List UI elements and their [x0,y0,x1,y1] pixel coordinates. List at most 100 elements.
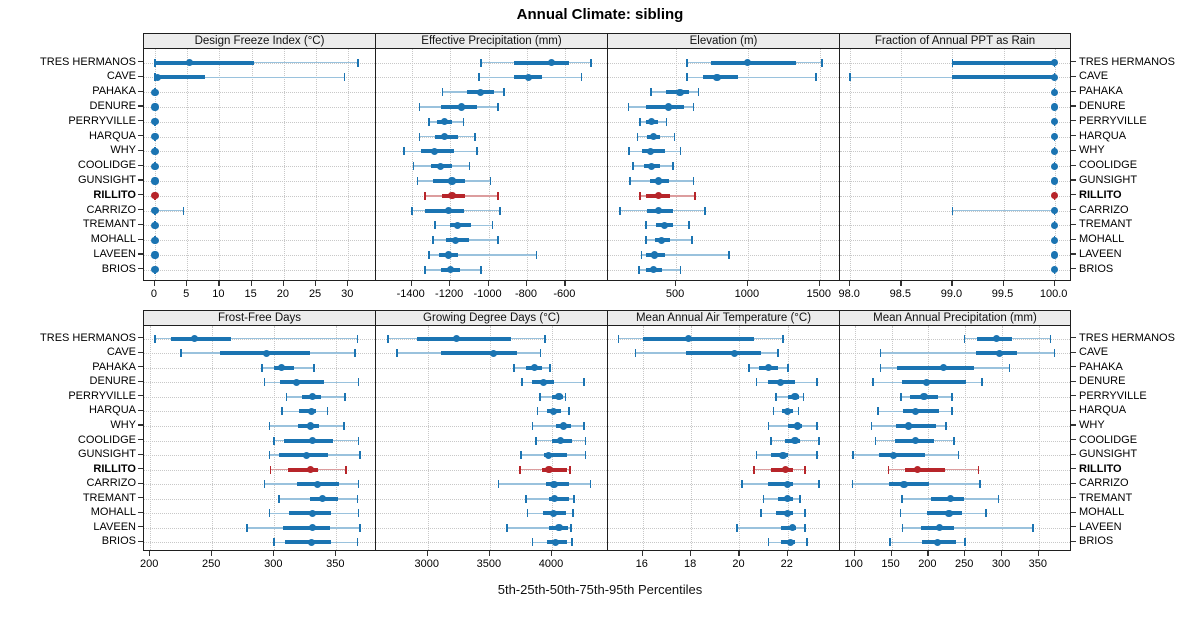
gridline-h [840,136,1070,138]
site-label-left: HARQUA [88,129,136,142]
site-label-right: WHY [1079,144,1105,157]
site-label-right: TRES HERMANOS [1079,331,1175,344]
panel [607,325,839,551]
whisker-line [154,76,345,79]
whisker-cap [901,523,904,532]
site-label-left: CAVE [106,346,136,359]
gridline-v [1002,326,1004,550]
axis-tick [690,551,692,556]
panel-title: Frost-Free Days [217,312,302,324]
gridline-v [854,326,856,550]
whisker-cap [803,509,806,518]
whisker-cap [534,436,537,445]
axis-tick-label: 98.0 [838,288,860,300]
median-dot [458,103,466,111]
median-dot [454,221,462,229]
site-label-left: PAHAKA [92,85,136,98]
whisker-cap [539,349,542,358]
median-dot [307,407,316,416]
whisker-cap [777,349,779,358]
gridline-h [608,527,839,529]
axis-tick-label: 18 [684,558,697,570]
whisker-cap [418,103,421,111]
whisker-cap [403,147,405,156]
whisker-cap [497,236,499,245]
gridline-h [376,411,607,413]
whisker-cap [901,494,903,503]
gridline-h [376,440,607,442]
gridline-h [144,210,375,212]
whisker-cap [945,422,947,430]
iqr-bar [154,60,255,65]
median-dot [649,266,657,274]
axis-tick [1071,468,1076,470]
panel-title: Design Freeze Index (°C) [194,35,325,47]
whisker-cap [806,538,808,547]
axis-tick [849,281,851,286]
site-label-right: CARRIZO [1079,203,1129,216]
panel-strip: Frost-Free Days [143,310,375,325]
whisker-cap [580,73,583,82]
iqr-bar [425,208,464,213]
median-dot [731,349,739,357]
whisker-cap [589,480,592,489]
gridline-h [144,195,375,197]
gridline-h [608,542,839,544]
gridline-h [840,240,1070,242]
whisker-cap [639,191,641,200]
iqr-bar [710,60,796,65]
median-dot [292,378,301,386]
axis-tick [138,540,143,542]
gridline-h [144,255,375,256]
median-dot [789,524,797,532]
whisker-cap [359,523,361,532]
axis-tick [525,281,528,286]
whisker-cap [645,221,647,230]
panel [375,325,607,551]
gridline-v [1003,49,1005,280]
panel-strip: Design Freeze Index (°C) [143,33,375,48]
whisker-cap [686,73,688,82]
median-dot [530,364,538,372]
gridline-h [144,382,375,384]
whisker-cap [476,147,478,156]
whisker-cap [513,363,515,372]
axis-tick-label: 300 [264,558,283,570]
gridline-h [840,269,1070,271]
axis-tick [1071,164,1076,166]
median-dot [151,207,159,215]
axis-tick-label: 4000 [538,558,564,570]
whisker-cap [818,480,820,489]
site-label-left: GUNSIGHT [77,174,136,186]
whisker-cap [887,465,890,474]
whisker-cap [313,363,315,372]
whisker-cap [704,206,706,215]
median-dot [151,221,159,229]
page-title: Annual Climate: sibling [516,6,684,23]
gridline-h [144,484,375,486]
panel [839,325,1071,551]
whisker-cap [619,206,621,215]
iqr-bar [280,380,324,385]
gridline-h [144,166,375,168]
whisker-cap [524,494,527,503]
median-dot [436,162,445,170]
site-label-left: BRIOS [101,262,136,275]
whisker-cap [356,334,359,343]
gridline-v [150,326,152,550]
site-label-right: COOLIDGE [1079,433,1138,446]
site-label-right: LAVEEN [1079,520,1122,533]
whisker-cap [803,523,806,532]
gridline-v [187,49,189,280]
gridline-h [144,440,375,442]
whisker-cap [491,221,494,230]
median-dot [744,59,752,67]
gridline-h [608,498,839,500]
site-label-left: TREMANT [82,218,136,231]
axis-tick [1071,351,1076,353]
whisker-cap [636,132,639,141]
site-label-right: DENURE [1079,375,1126,388]
whisker-cap [755,378,758,387]
whisker-cap [977,465,980,474]
panel [839,48,1071,281]
